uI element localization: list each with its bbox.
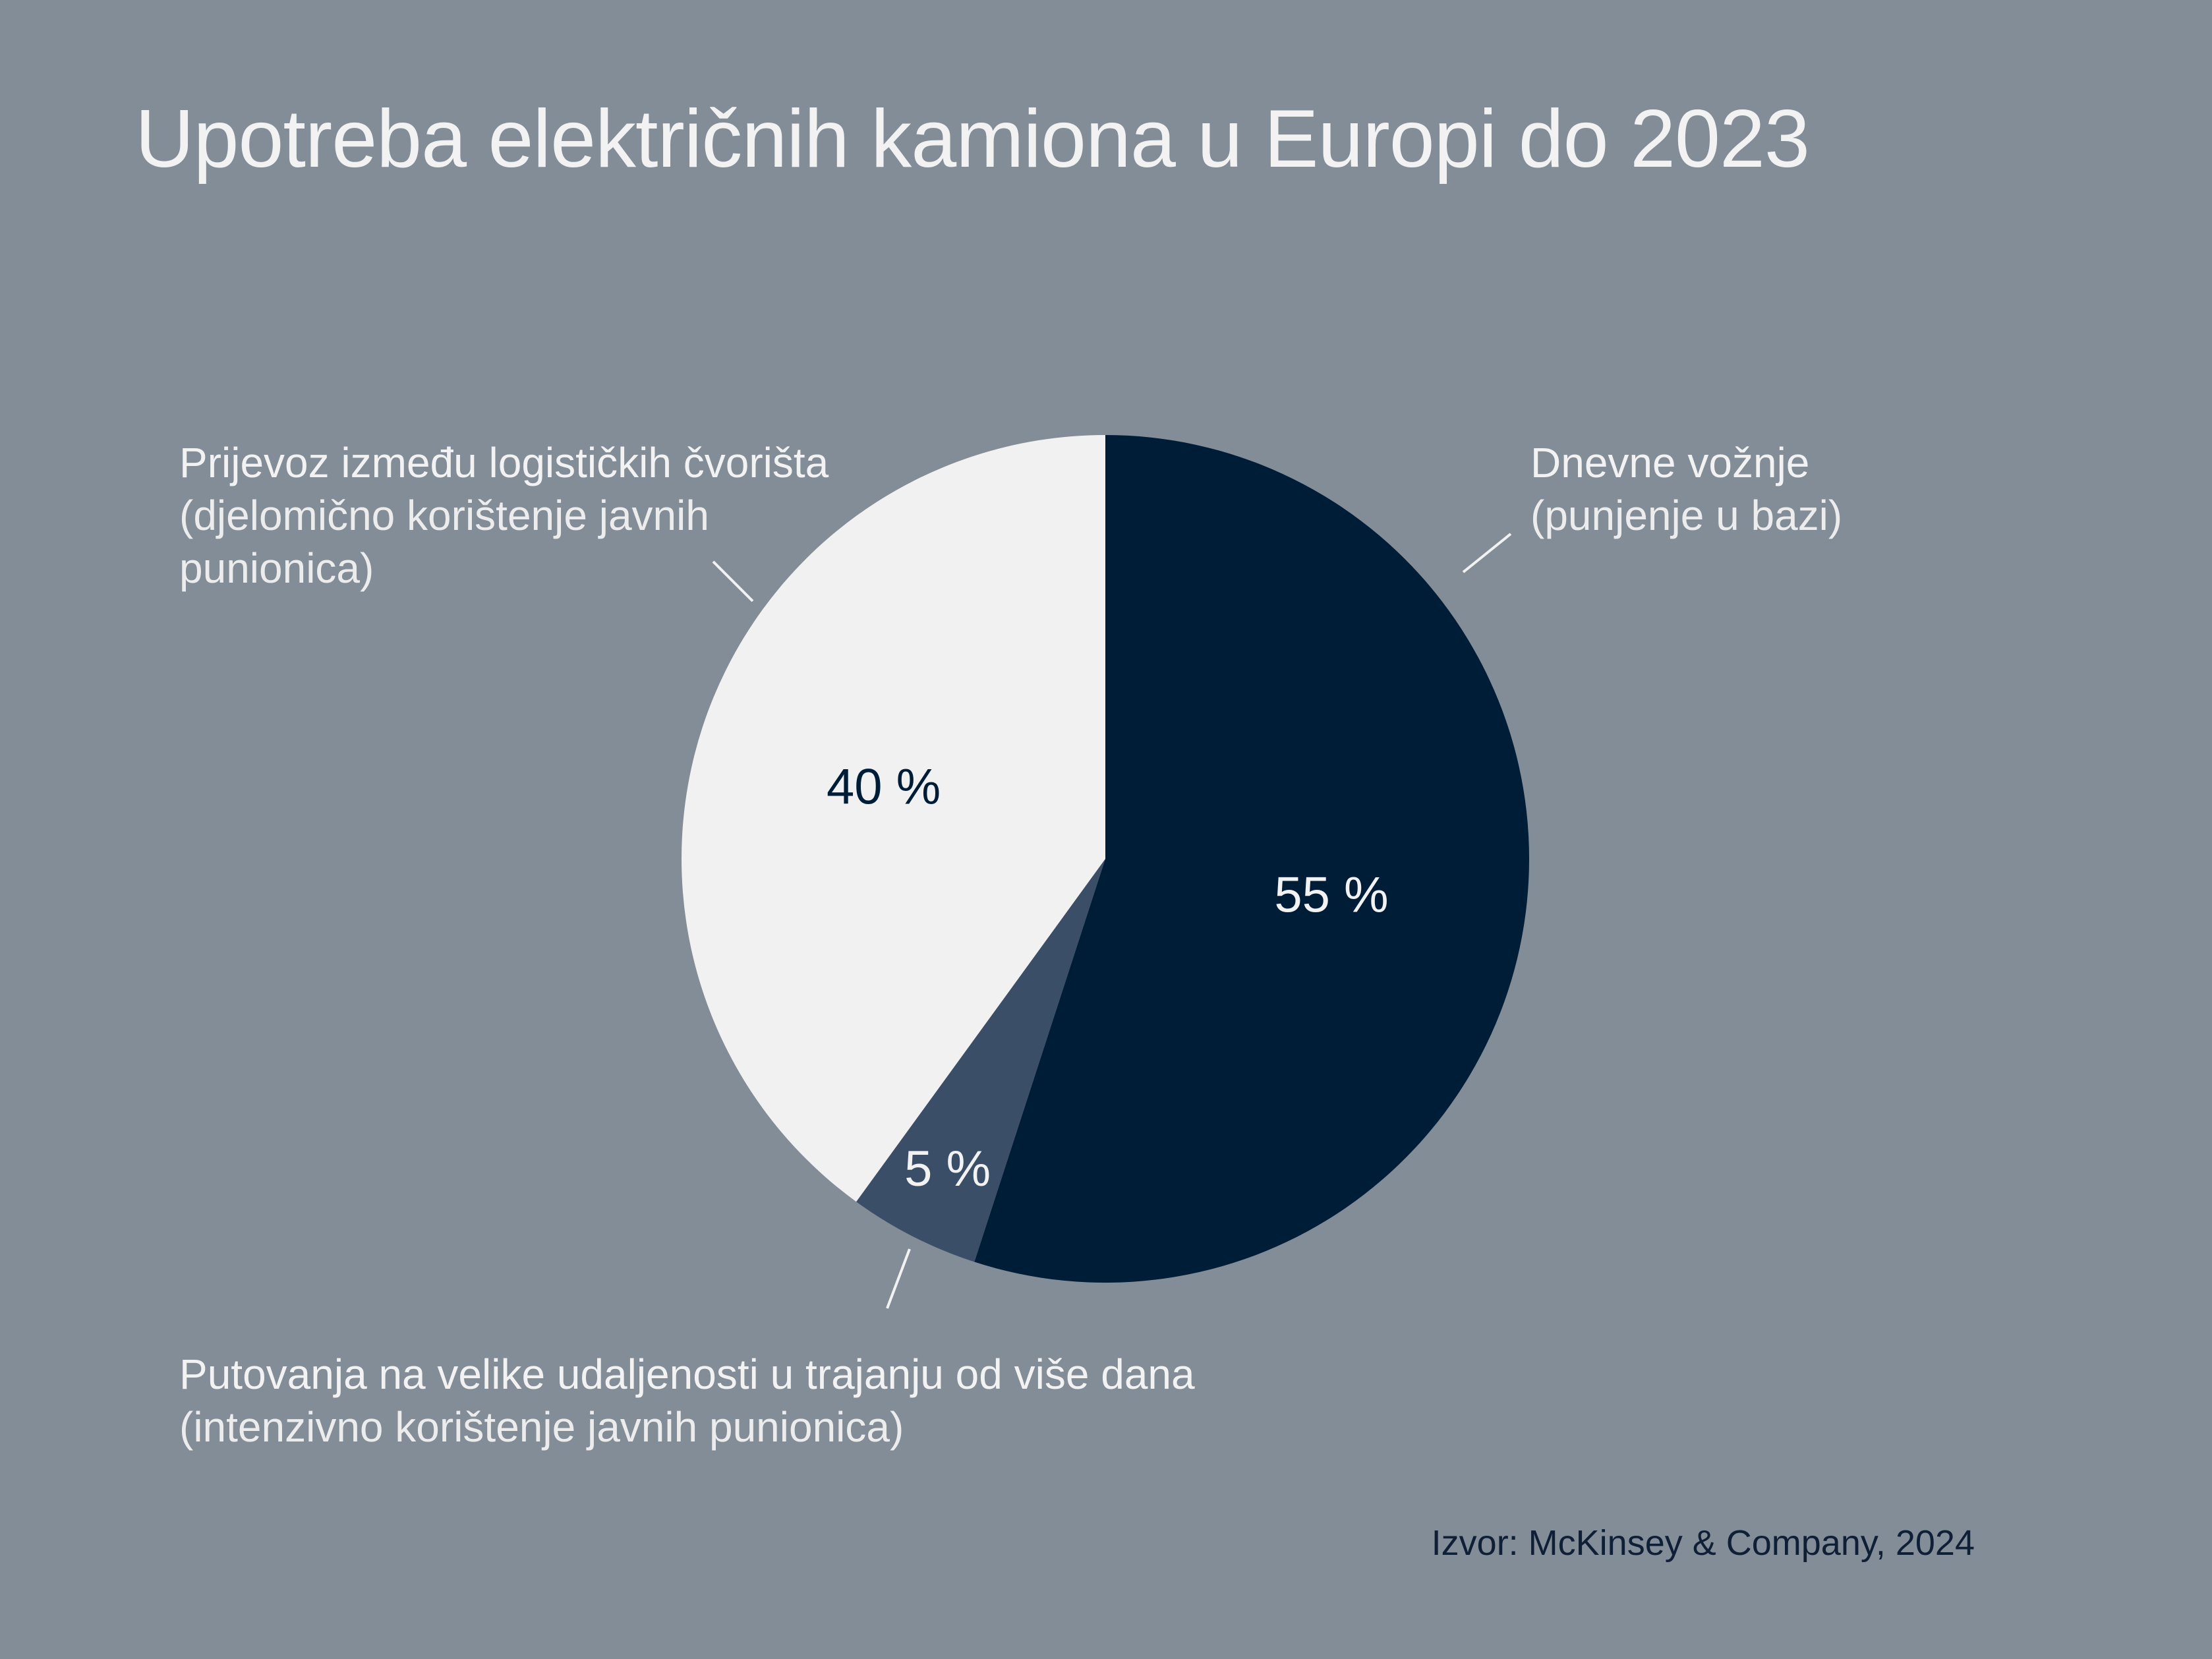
label-daily-drives-sub: (punjenje u bazi) <box>1530 492 1843 539</box>
slice-long-haul <box>856 859 1105 1262</box>
label-hub-transport: Prijevoz između logističkih čvorišta (dj… <box>179 436 829 595</box>
label-hub-transport-sub-2: punionica) <box>179 544 374 592</box>
label-daily-drives-main: Dnevne vožnje <box>1530 439 1810 486</box>
label-hub-transport-main: Prijevoz između logističkih čvorišta <box>179 439 829 486</box>
chart-title: Upotreba električnih kamiona u Europi do… <box>135 94 1810 185</box>
label-long-haul-sub: (intenzivno korištenje javnih punionica) <box>179 1403 904 1451</box>
leader-line-hubs <box>712 560 754 602</box>
value-label-daily-drives: 55 % <box>1274 867 1388 923</box>
source-note: Izvor: McKinsey & Company, 2024 <box>1431 1523 1975 1563</box>
value-label-hub-transport: 40 % <box>827 759 941 815</box>
label-long-haul: Putovanja na velike udaljenosti u trajan… <box>179 1348 1195 1453</box>
leader-line-longhaul <box>886 1248 911 1309</box>
slice-daily-drives <box>974 435 1530 1283</box>
leader-line-daily <box>1462 533 1512 573</box>
value-label-long-haul: 5 % <box>904 1141 991 1197</box>
label-long-haul-main: Putovanja na velike udaljenosti u trajan… <box>179 1351 1195 1398</box>
slice-hub-transport <box>682 435 1105 1202</box>
label-hub-transport-sub-1: (djelomično korištenje javnih <box>179 492 709 539</box>
label-daily-drives: Dnevne vožnje (punjenje u bazi) <box>1530 436 1842 542</box>
